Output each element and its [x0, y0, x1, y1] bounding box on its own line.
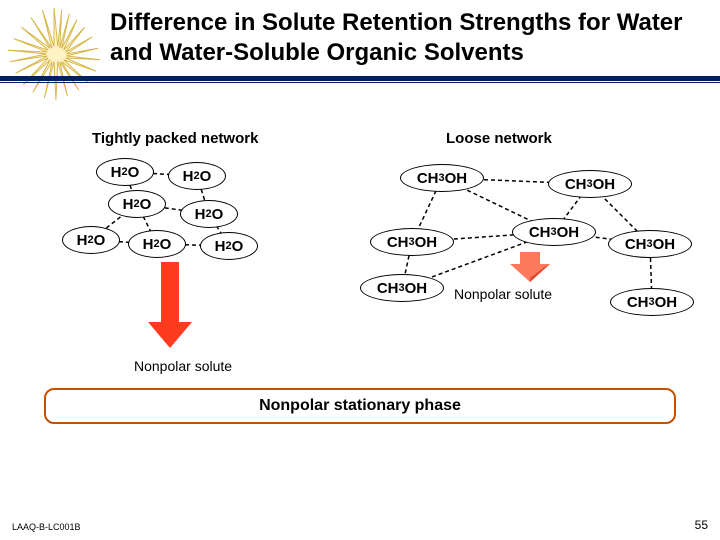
stationary-phase-label: Nonpolar stationary phase	[259, 397, 461, 415]
slide-header: Difference in Solute Retention Strengths…	[0, 0, 720, 98]
h2o-node-3: H2O	[180, 200, 238, 228]
footer-code: LAAQ-B-LC001B	[12, 522, 81, 532]
nonpolar-solute-left-label: Nonpolar solute	[134, 358, 232, 374]
ch3oh-node-0: CH3OH	[400, 164, 484, 192]
title-divider	[0, 76, 720, 86]
slide-title: Difference in Solute Retention Strengths…	[110, 8, 720, 68]
ch3oh-node-1: CH3OH	[548, 170, 632, 198]
h2o-node-1: H2O	[168, 162, 226, 190]
short-3d-arrow-icon	[510, 252, 550, 282]
h2o-node-2: H2O	[108, 190, 166, 218]
stationary-phase-box: Nonpolar stationary phase	[44, 388, 676, 424]
right-network-label: Loose network	[446, 130, 552, 147]
h2o-node-5: H2O	[128, 230, 186, 258]
ch3oh-node-2: CH3OH	[370, 228, 454, 256]
h2o-node-0: H2O	[96, 158, 154, 186]
h2o-node-4: H2O	[62, 226, 120, 254]
ch3oh-node-3: CH3OH	[512, 218, 596, 246]
h2o-node-6: H2O	[200, 232, 258, 260]
ch3oh-node-4: CH3OH	[608, 230, 692, 258]
slide-number: 55	[695, 518, 708, 532]
ch3oh-node-6: CH3OH	[610, 288, 694, 316]
left-network-label: Tightly packed network	[92, 130, 258, 147]
starburst-icon	[6, 6, 102, 102]
nonpolar-solute-right-label: Nonpolar solute	[454, 286, 552, 302]
diagram-area: Tightly packed network Loose network Non…	[0, 98, 720, 468]
ch3oh-node-5: CH3OH	[360, 274, 444, 302]
